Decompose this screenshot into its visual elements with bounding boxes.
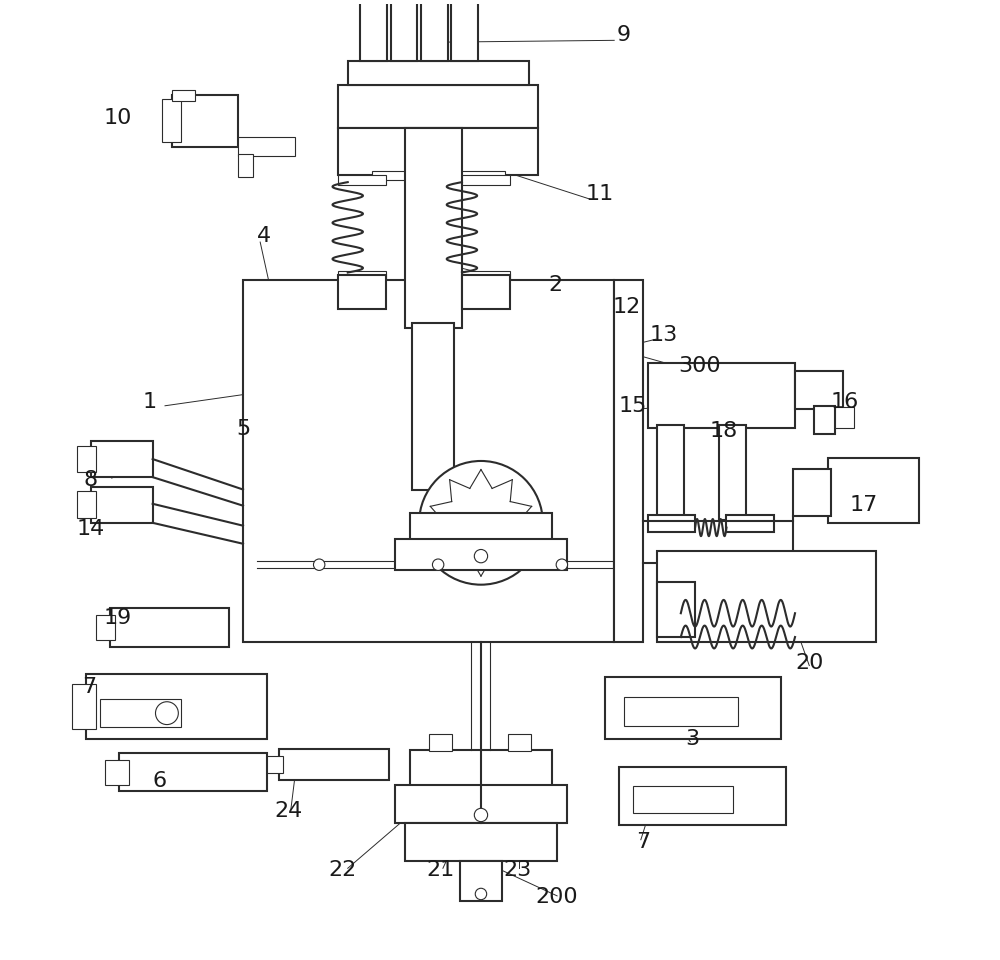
Bar xyxy=(657,582,695,637)
Text: 4: 4 xyxy=(257,227,271,247)
Circle shape xyxy=(474,808,488,822)
Bar xyxy=(262,756,283,773)
Bar xyxy=(243,280,614,642)
Text: 11: 11 xyxy=(586,184,614,204)
Circle shape xyxy=(419,461,543,585)
Bar xyxy=(648,363,795,427)
Bar xyxy=(395,784,567,823)
Text: 8: 8 xyxy=(84,470,98,490)
Text: 20: 20 xyxy=(795,653,823,673)
Text: 300: 300 xyxy=(679,356,721,375)
Text: 7: 7 xyxy=(636,831,650,852)
Bar xyxy=(395,539,567,570)
Bar xyxy=(619,767,786,825)
Bar xyxy=(338,85,538,128)
Bar xyxy=(828,458,919,523)
Text: 2: 2 xyxy=(548,275,562,295)
Bar xyxy=(462,276,510,309)
Text: 22: 22 xyxy=(329,860,357,880)
Bar xyxy=(719,425,746,520)
Bar xyxy=(421,0,448,61)
Bar xyxy=(605,677,781,739)
Text: 24: 24 xyxy=(275,802,303,821)
Bar xyxy=(405,823,557,861)
Bar xyxy=(279,750,389,780)
Text: 17: 17 xyxy=(849,494,878,515)
Bar xyxy=(795,371,843,409)
Bar xyxy=(91,441,153,477)
Text: 16: 16 xyxy=(830,392,859,412)
Circle shape xyxy=(474,549,488,563)
Bar xyxy=(614,280,643,642)
Bar xyxy=(96,615,115,640)
Bar xyxy=(360,0,387,61)
Bar xyxy=(372,171,505,180)
Bar xyxy=(77,492,96,518)
Text: 200: 200 xyxy=(536,887,578,907)
Bar xyxy=(77,445,96,472)
Bar xyxy=(238,137,295,156)
Text: 13: 13 xyxy=(650,325,678,346)
Bar xyxy=(633,786,733,813)
Bar xyxy=(814,406,835,434)
Bar xyxy=(338,176,386,185)
Circle shape xyxy=(556,559,568,570)
Bar xyxy=(508,734,531,752)
Bar xyxy=(86,674,267,739)
Bar xyxy=(105,759,129,784)
Bar xyxy=(238,154,253,178)
Text: 3: 3 xyxy=(685,729,699,749)
Text: 15: 15 xyxy=(619,396,647,416)
Bar xyxy=(100,699,181,728)
Bar xyxy=(110,609,229,646)
Bar xyxy=(338,128,538,176)
Bar xyxy=(172,95,238,147)
Bar xyxy=(172,90,195,101)
Bar xyxy=(462,271,510,280)
Text: 18: 18 xyxy=(710,420,738,441)
Bar xyxy=(410,751,552,786)
Bar xyxy=(72,684,96,730)
Bar xyxy=(338,271,386,280)
Bar xyxy=(648,516,695,533)
Circle shape xyxy=(475,888,487,900)
Circle shape xyxy=(432,559,444,570)
Bar xyxy=(348,61,529,85)
Bar xyxy=(91,487,153,523)
Text: 14: 14 xyxy=(77,519,105,540)
Bar xyxy=(391,0,417,61)
Bar xyxy=(726,516,774,533)
Bar xyxy=(657,551,876,642)
Bar xyxy=(412,323,454,490)
Bar xyxy=(657,425,684,520)
Text: 10: 10 xyxy=(103,108,132,129)
Text: 12: 12 xyxy=(612,297,641,317)
Bar xyxy=(338,276,386,309)
Bar xyxy=(119,754,267,791)
Circle shape xyxy=(155,702,178,725)
Text: 9: 9 xyxy=(617,25,631,44)
Bar xyxy=(451,0,478,61)
Bar xyxy=(793,468,831,516)
Text: 21: 21 xyxy=(427,860,455,880)
Circle shape xyxy=(313,559,325,570)
Bar xyxy=(405,128,462,327)
Text: 6: 6 xyxy=(152,771,166,791)
Text: 7: 7 xyxy=(82,678,96,698)
Bar xyxy=(429,734,452,752)
Text: 19: 19 xyxy=(103,608,132,628)
Bar xyxy=(835,407,854,427)
Bar xyxy=(462,176,510,185)
Bar xyxy=(410,514,552,541)
Bar xyxy=(162,99,181,142)
Bar xyxy=(624,697,738,726)
Text: 5: 5 xyxy=(236,419,250,439)
Text: 1: 1 xyxy=(143,392,157,412)
Text: 23: 23 xyxy=(503,860,531,880)
Bar xyxy=(460,861,502,900)
